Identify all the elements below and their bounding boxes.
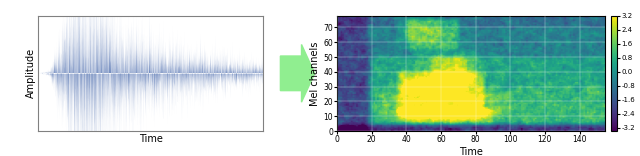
Y-axis label: Amplitude: Amplitude bbox=[26, 48, 36, 98]
X-axis label: Time: Time bbox=[139, 134, 163, 144]
X-axis label: Time: Time bbox=[460, 147, 483, 156]
Y-axis label: Mel channels: Mel channels bbox=[310, 41, 321, 105]
FancyArrow shape bbox=[280, 44, 315, 102]
